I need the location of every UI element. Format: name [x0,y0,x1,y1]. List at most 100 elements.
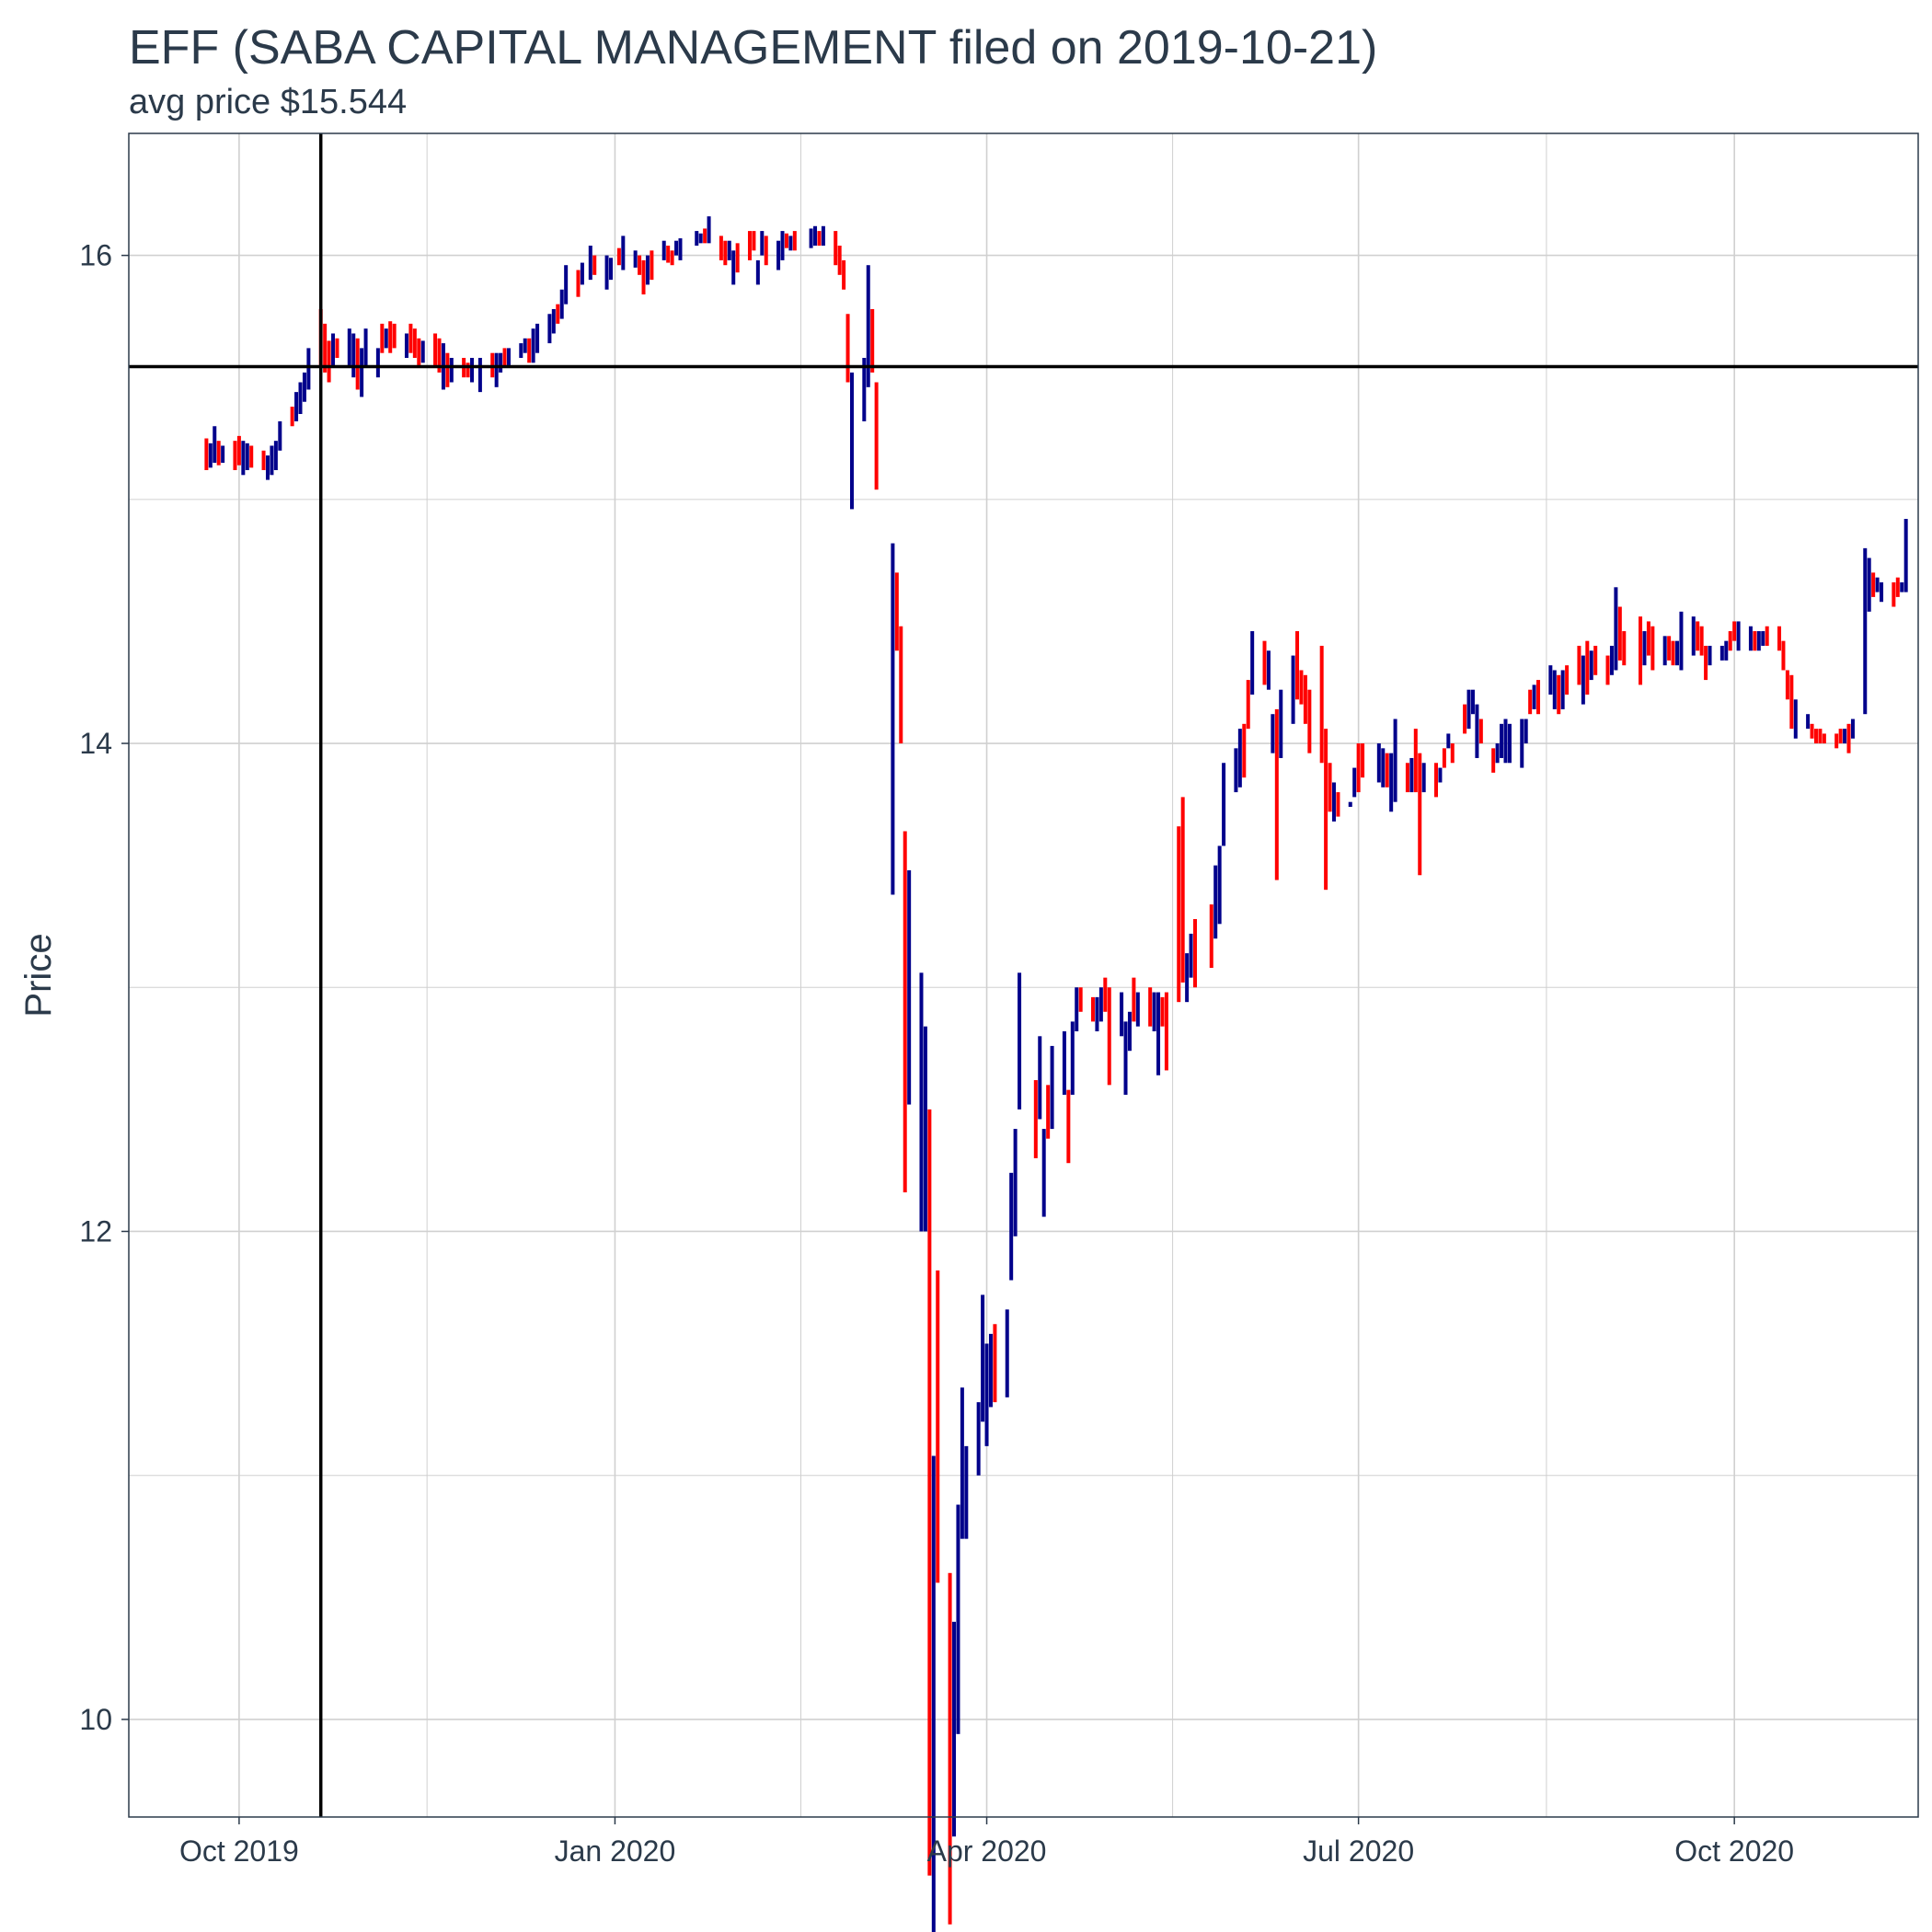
x-tick-label: Jan 2020 [555,1834,676,1868]
ohlc-bar-up [1589,650,1593,681]
ohlc-bar-up [1234,748,1238,793]
ohlc-bar-up [331,333,336,365]
ohlc-bar-down [1319,645,1324,764]
ohlc-bar-down [261,450,266,470]
ohlc-bar-up [1880,582,1884,603]
ohlc-bar-down [616,247,621,266]
ohlc-bar-down [1132,977,1136,1022]
ohlc-bar-up [375,348,380,378]
ohlc-bar-down [1478,719,1483,744]
ohlc-bar-down [327,340,331,383]
ohlc-bar-down [204,438,209,470]
ohlc-bar-up [1548,665,1553,695]
ohlc-bar-up [302,372,306,402]
ohlc-bar-down [903,831,907,1193]
ohlc-bar-down [723,240,728,266]
ohlc-bar-down [1577,645,1581,685]
ohlc-bar-up [449,358,454,383]
ohlc-bar-up [919,972,924,1232]
y-tick-label: 12 [79,1214,112,1248]
ohlc-bar-down [792,231,797,251]
ohlc-bar-up [1381,748,1386,788]
ohlc-bar-down [1193,919,1198,988]
ohlc-bar-up [821,225,825,246]
ohlc-bar-up [1041,1129,1046,1217]
ohlc-bar-down [1385,753,1389,788]
ohlc-bar-up [695,231,699,246]
ohlc-bar-up [633,250,638,268]
ohlc-bar-down [335,338,339,358]
ohlc-bar-up [1095,996,1099,1031]
ohlc-bars [204,216,1908,1932]
ohlc-bar-down [1605,655,1610,685]
ohlc-bar-up [1662,636,1667,666]
ohlc-bar-down [1078,987,1083,1012]
ohlc-bar-down [1299,670,1304,705]
ohlc-bar-down [1246,680,1250,730]
ohlc-bar-up [1189,933,1193,978]
ohlc-bar-down [1405,763,1409,793]
ohlc-bar-down [1442,748,1446,768]
ohlc-bar-up [1120,992,1124,1037]
ohlc-bar-down [1593,645,1598,675]
ohlc-bar-up [621,236,626,270]
ohlc-bar-down [1434,763,1439,798]
y-tick-label: 16 [79,239,112,272]
ohlc-bar-up [964,1445,969,1539]
ohlc-bar-up [363,328,368,365]
ohlc-bar-up [866,265,870,387]
ohlc-bar-down [290,407,294,427]
ohlc-bar-down [735,243,740,273]
ohlc-bar-up [1736,621,1741,651]
ohlc-bar-down [437,338,442,373]
ohlc-bar-down [1274,708,1279,880]
ohlc-bar-up [1352,767,1357,798]
ohlc-bar-up [1500,723,1504,758]
ohlc-bar-up [265,455,270,480]
ohlc-bar-up [1903,519,1908,592]
ohlc-bar-down [1418,753,1422,876]
ohlc-bar-down [576,270,581,297]
ohlc-bar-up [923,1026,927,1232]
ohlc-bar-up [661,240,666,260]
ohlc-bar-up [1331,782,1336,822]
ohlc-bar-up [1503,719,1508,764]
ohlc-bar-down [764,236,768,266]
ohlc-bar-up [1475,704,1479,758]
ohlc-bar-up [1708,645,1712,666]
ohlc-bar-down [870,308,875,373]
ohlc-bar-up [1393,719,1397,802]
ohlc-bar-down [1822,733,1826,744]
ohlc-bar-down [1528,689,1533,715]
ohlc-bar-up [1679,611,1684,671]
ohlc-bar-down [1585,640,1590,695]
ohlc-bar-up [788,236,793,251]
ohlc-bar-up [531,328,535,363]
ohlc-bar-up [1756,631,1761,651]
ohlc-bar-up [477,358,482,393]
ohlc-bar-down [1336,792,1340,817]
ohlc-bar-up [604,255,609,290]
ohlc-bar-up [956,1504,960,1734]
ohlc-bar-down [670,250,674,266]
ohlc-bar-down [927,1109,932,1876]
ohlc-bar-down [666,246,671,263]
ohlc-bar-up [1291,655,1295,724]
ohlc-bar-down [527,338,532,363]
y-tick-label: 14 [79,727,112,760]
ohlc-bar-up [698,233,703,244]
ohlc-bar-up [1446,733,1451,749]
x-tick-label: Oct 2020 [1674,1834,1794,1868]
ohlc-bar-down [1789,674,1794,730]
ohlc-bar-down [1765,626,1769,646]
grid-lines [129,133,1918,1817]
ohlc-bar-down [993,1324,997,1403]
ohlc-bar-up [1271,714,1275,753]
ohlc-bar-up [780,231,785,260]
ohlc-bar-up [1421,763,1426,793]
ohlc-bar-up [1748,626,1753,651]
ohlc-bar-down [1639,616,1643,685]
ohlc-bar-down [1177,826,1181,1003]
ohlc-bar-down [747,231,752,260]
